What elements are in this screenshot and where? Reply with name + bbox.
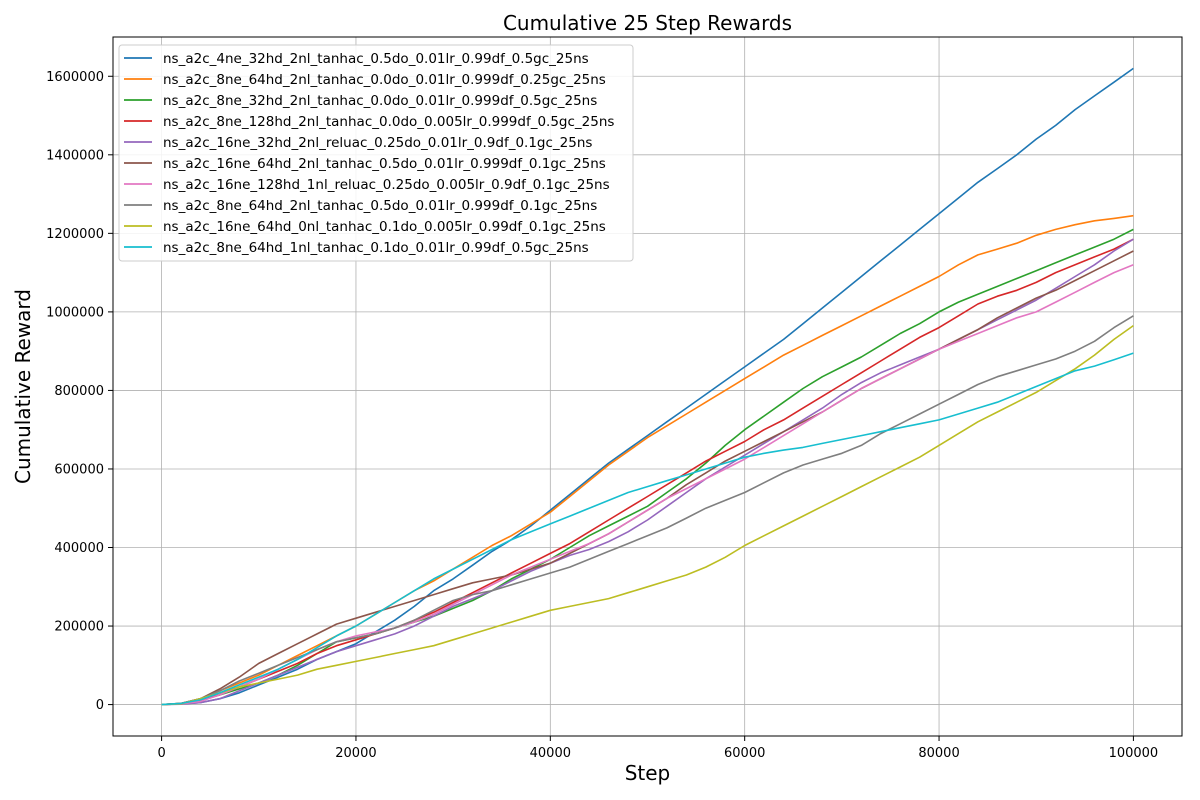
x-axis-label: Step [625, 761, 671, 785]
x-tick-label: 80000 [918, 746, 959, 761]
series-line-4 [161, 238, 1134, 706]
legend-entry-label: ns_a2c_4ne_32hd_2nl_tanhac_0.5do_0.01lr_… [163, 51, 589, 67]
y-tick-label: 1400000 [46, 148, 104, 163]
y-tick-label: 0 [96, 698, 104, 713]
y-tick-label: 800000 [54, 384, 104, 399]
legend-entry-label: ns_a2c_8ne_64hd_1nl_tanhac_0.1do_0.01lr_… [163, 240, 589, 256]
legend: ns_a2c_4ne_32hd_2nl_tanhac_0.5do_0.01lr_… [118, 44, 634, 262]
y-axis-label: Cumulative Reward [11, 289, 35, 484]
axis-ticks: 0 20000 40000 60000 80000 1000000200000400000… [46, 70, 1158, 761]
legend-entry-label: ns_a2c_16ne_128hd_1nl_reluac_0.25do_0.00… [163, 177, 610, 193]
series-line-10 [161, 352, 1134, 706]
y-tick-label: 400000 [54, 541, 104, 556]
legend-entry-label: ns_a2c_16ne_32hd_2nl_reluac_0.25do_0.01l… [163, 135, 592, 151]
y-tick-label: 200000 [54, 620, 104, 635]
legend-entry-label: ns_a2c_8ne_128hd_2nl_tanhac_0.0do_0.005l… [163, 114, 614, 130]
series-line-3 [161, 228, 1134, 706]
legend-entry-label: ns_a2c_8ne_64hd_2nl_tanhac_0.0do_0.01lr_… [163, 72, 606, 88]
x-tick-label: 20000 [335, 746, 376, 761]
series-lines [161, 67, 1134, 706]
x-tick-label: 100000 [1109, 746, 1159, 761]
series-line-2 [161, 214, 1134, 706]
y-tick-label: 600000 [54, 462, 104, 477]
legend-entry-label: ns_a2c_16ne_64hd_2nl_tanhac_0.5do_0.01lr… [163, 156, 606, 172]
chart-title: Cumulative 25 Step Rewards [503, 11, 792, 35]
y-tick-label: 1000000 [46, 305, 104, 320]
legend-entry-label: ns_a2c_8ne_32hd_2nl_tanhac_0.0do_0.01lr_… [163, 93, 597, 109]
series-line-9 [161, 324, 1134, 706]
legend-entry-label: ns_a2c_8ne_64hd_2nl_tanhac_0.5do_0.01lr_… [163, 198, 597, 214]
legend-box [118, 44, 634, 262]
x-tick-label: 40000 [530, 746, 571, 761]
plot-frame [112, 36, 1183, 737]
x-tick-label: 60000 [724, 746, 765, 761]
legend-entry-label: ns_a2c_16ne_64hd_0nl_tanhac_0.1do_0.005l… [163, 219, 606, 235]
series-line-8 [161, 315, 1134, 706]
y-tick-label: 1600000 [46, 70, 104, 85]
y-tick-label: 1200000 [46, 227, 104, 242]
x-tick-label: 0 [157, 746, 165, 761]
